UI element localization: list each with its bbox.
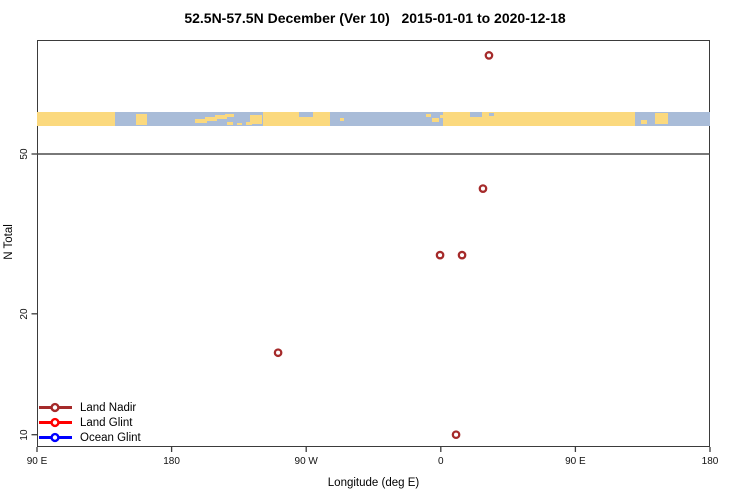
x-tick-label: 0 [438,456,444,467]
map-strip-land-patch [426,114,431,117]
map-strip-land-patch [641,120,647,124]
y-axis-label: N Total [3,224,15,260]
x-tick-label: 180 [701,456,719,467]
map-strip-land-patch [195,119,207,123]
map-strip-land-patch [246,122,252,125]
legend: Land Nadir Land Glint Ocean Glint [38,400,141,445]
data-point [451,430,461,440]
x-tick-label: 90 W [294,456,318,467]
chart-title: 52.5N-57.5N December (Ver 10) 2015-01-01… [184,10,566,26]
y-tick-label: 50 [19,148,30,160]
map-strip-land-patch [655,113,668,124]
map-strip-ocean-patch [489,113,494,116]
y-tick-label: 10 [19,429,30,441]
legend-item: Ocean Glint [38,430,141,445]
x-axis-label: Longitude (deg E) [327,477,420,489]
x-tick-label: 90 E [26,456,48,467]
map-strip-land-patch [250,115,262,124]
legend-item: Land Glint [38,415,141,430]
map-strip-land-patch [205,117,217,121]
data-point [478,184,488,193]
map-strip-land-patch [225,114,234,117]
y-tick-label: 20 [19,308,30,320]
map-strip-land-patch [227,122,233,125]
legend-symbol [39,402,72,413]
legend-symbol [39,432,72,443]
map-strip-ocean-patch [299,112,313,117]
map-strip-ocean-patch [470,112,482,117]
legend-symbol [39,417,72,428]
x-tick-label: 180 [163,456,180,467]
legend-label: Land Nadir [80,401,137,414]
map-strip-land-patch [136,114,147,125]
data-point [457,250,467,260]
map-strip-land-patch [440,115,444,118]
data-point [435,250,445,260]
map-strip-land-patch [263,112,330,126]
x-tick-label: 90 E [565,456,586,467]
map-strip-land-patch [215,115,227,119]
legend-label: Ocean Glint [80,431,141,444]
plot-area [37,40,710,447]
data-point [273,348,283,358]
legend-label: Land Glint [80,416,133,429]
map-strip-land-patch [237,123,242,125]
map-strip-land-patch [432,118,439,122]
map-strip-land-patch [37,112,115,126]
legend-item: Land Nadir [38,400,141,415]
data-point [484,51,494,60]
map-strip-land-patch [340,118,344,121]
